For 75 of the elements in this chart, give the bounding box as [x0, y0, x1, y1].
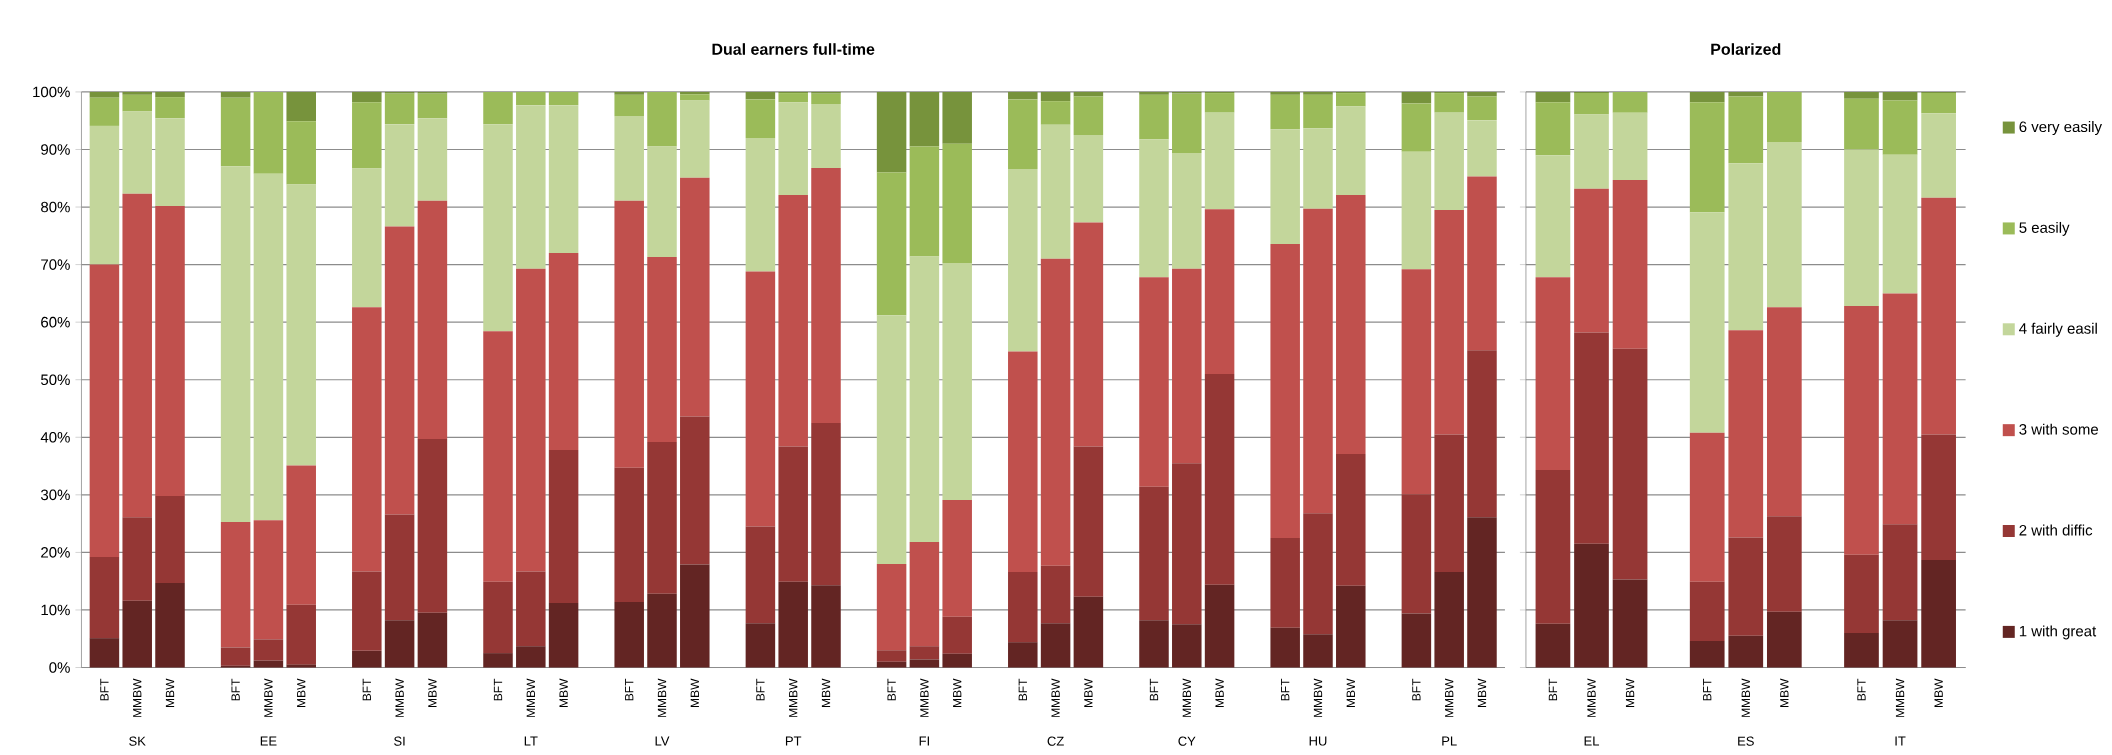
x-tick-label: MBW [690, 678, 699, 707]
x-tick-label: MMBW [264, 678, 273, 717]
y-tick-label: 20% [41, 546, 70, 558]
text: LV [655, 736, 670, 746]
x-tick-label: MBW [1215, 678, 1224, 707]
y-tick-label: 10% [41, 604, 70, 616]
x-tick-label: MBW [1084, 678, 1093, 707]
chart-title: Polarized [1711, 42, 1781, 55]
x-tick-label: MBW [1625, 678, 1635, 707]
text: EL [1584, 736, 1600, 746]
legend-label: 1 with great [2019, 625, 2097, 640]
y-tick-label: 40% [40, 431, 70, 443]
x-tick-label: BFT [231, 678, 240, 700]
x-tick-label: MBW [297, 678, 306, 707]
text: CY [1178, 736, 1196, 746]
x-tick-label: BFT [887, 678, 896, 700]
x-tick-label: MBW [821, 678, 831, 707]
legend-label: 4 fairly easil [2019, 322, 2097, 337]
x-tick-label: MMBW [1313, 678, 1323, 717]
x-tick-label: MMBW [1587, 678, 1596, 717]
x-tick-label: MMBW [920, 678, 929, 717]
text: SI [394, 736, 405, 746]
y-tick-label: 60% [41, 316, 70, 328]
x-tick-label: MMBW [526, 678, 535, 717]
x-tick-label: BFT [493, 678, 503, 700]
x-tick-label: BFT [756, 678, 765, 700]
y-tick-label: 80% [41, 201, 70, 213]
x-tick-label: MBW [1780, 678, 1789, 707]
x-tick-label: MMBW [1895, 678, 1905, 717]
x-tick-label: BFT [100, 678, 109, 700]
x-tick-label: BFT [625, 678, 634, 700]
x-tick-label: BFT [1857, 678, 1866, 700]
x-tick-label: BFT [1149, 678, 1159, 700]
y-tick-label: 30% [40, 489, 70, 500]
x-tick-label: MMBW [1182, 678, 1191, 717]
text: IT [1895, 736, 1906, 746]
x-tick-label: BFT [1548, 678, 1558, 700]
text: PT [785, 736, 802, 746]
x-tick-label: BFT [1703, 678, 1712, 700]
x-tick-label: MBW [953, 678, 962, 707]
x-tick-label: MBW [165, 678, 175, 707]
text: CZ [1047, 736, 1064, 746]
x-tick-label: MBW [1934, 678, 1943, 707]
legend-label: 2 with diffic [2019, 524, 2093, 536]
x-tick-label: MMBW [657, 678, 667, 717]
text: SK [129, 736, 146, 746]
text: PL [1442, 736, 1457, 746]
x-tick-label: MMBW [1051, 678, 1060, 717]
x-tick-label: BFT [1018, 678, 1027, 700]
x-tick-label: MMBW [1741, 678, 1750, 717]
text: FI [919, 736, 929, 746]
y-tick-label: 100% [33, 86, 70, 98]
text: EE [260, 736, 277, 746]
chart-title: Dual earners full-time [712, 42, 875, 55]
y-tick-label: 50% [40, 374, 70, 385]
x-tick-label: MMBW [1445, 678, 1454, 717]
x-tick-label: MBW [559, 678, 568, 707]
text: HU [1309, 736, 1327, 746]
x-tick-label: MBW [428, 678, 437, 707]
y-tick-label: 70% [41, 259, 70, 270]
x-tick-label: MBW [1477, 678, 1487, 707]
legend-label: 3 with some [2019, 423, 2099, 435]
x-tick-label: BFT [362, 678, 371, 700]
text: ES [1738, 736, 1754, 746]
legend-label: 6 very easily [2019, 120, 2102, 135]
text: LT [524, 736, 538, 746]
x-tick-label: BFT [1412, 678, 1421, 700]
x-tick-label: MMBW [789, 678, 798, 717]
x-tick-label: MBW [1346, 678, 1355, 707]
y-tick-label: 90% [41, 143, 70, 155]
x-tick-label: MMBW [133, 678, 142, 717]
x-tick-label: MMBW [395, 678, 404, 717]
y-tick-label: 0% [49, 662, 70, 673]
legend-label: 5 easily [2019, 221, 2070, 236]
x-tick-label: BFT [1281, 678, 1290, 700]
